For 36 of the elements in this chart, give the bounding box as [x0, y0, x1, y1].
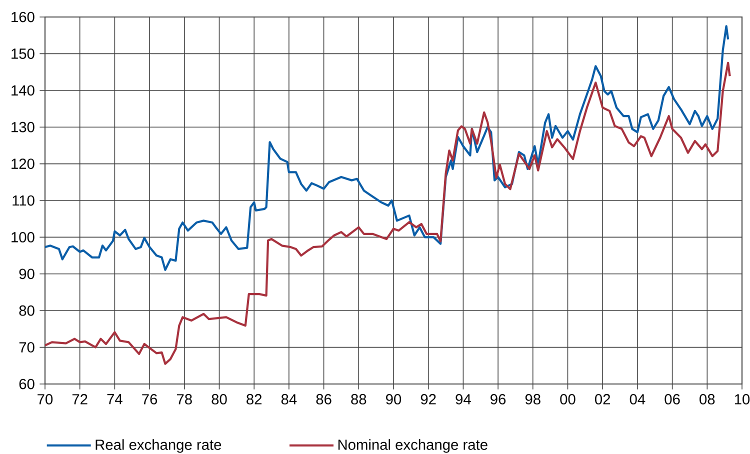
y-tick-label: 160 — [12, 12, 34, 22]
x-tick-label: 06 — [664, 394, 680, 404]
x-tick-label: 00 — [560, 394, 576, 404]
x-tick-label: 76 — [142, 394, 158, 404]
y-tick-label: 140 — [12, 85, 34, 96]
x-tick-label: 90 — [386, 394, 402, 404]
y-tick-label: 80 — [19, 305, 34, 316]
line-series — [45, 25, 730, 271]
x-tick-label: 72 — [72, 394, 88, 404]
y-tick-label: 110 — [12, 195, 34, 206]
line-series — [45, 62, 731, 365]
x-tick-label: 88 — [351, 394, 366, 404]
y-tick-label: 90 — [19, 268, 34, 280]
x-tick-label: 82 — [246, 394, 262, 404]
x-tick-label: 96 — [490, 394, 506, 404]
y-tick-label: 60 — [19, 378, 34, 390]
x-tick-label: 80 — [212, 394, 227, 404]
y-tick-label: 130 — [12, 122, 34, 132]
y-tick-label: 100 — [12, 232, 34, 242]
y-tick-label: 120 — [12, 158, 34, 169]
x-tick-label: 94 — [456, 394, 471, 404]
x-tick-label: 04 — [630, 394, 646, 404]
y-tick-label: 70 — [19, 342, 34, 352]
x-tick-label: 02 — [595, 394, 610, 404]
x-tick-label: 74 — [107, 394, 122, 404]
y-tick-label: 150 — [12, 48, 34, 59]
legend-label: Real exchange rate — [96, 439, 222, 453]
x-tick-label: 10 — [734, 394, 750, 404]
x-tick-label: 70 — [38, 394, 53, 404]
x-tick-label: 78 — [176, 394, 192, 404]
x-tick-label: 98 — [525, 394, 540, 404]
legend-label: Nominal exchange rate — [338, 439, 488, 453]
x-tick-label: 08 — [700, 394, 715, 404]
x-tick-label: 92 — [420, 394, 436, 404]
x-tick-label: 86 — [316, 394, 332, 404]
x-tick-label: 84 — [281, 394, 297, 404]
